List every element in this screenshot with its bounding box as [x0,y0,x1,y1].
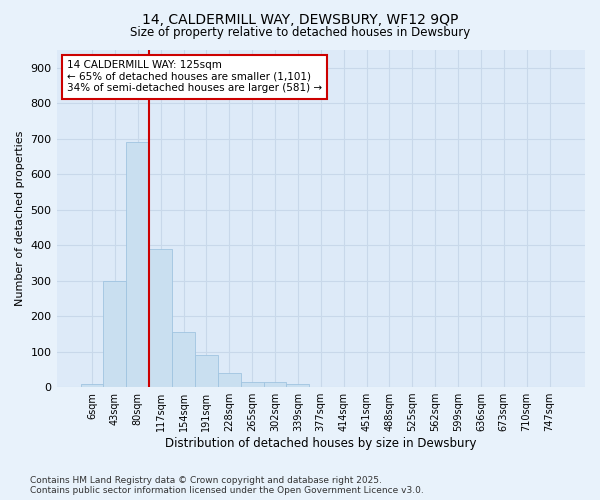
X-axis label: Distribution of detached houses by size in Dewsbury: Distribution of detached houses by size … [165,437,476,450]
Text: Size of property relative to detached houses in Dewsbury: Size of property relative to detached ho… [130,26,470,39]
Bar [149,248,172,387]
Text: 14, CALDERMILL WAY, DEWSBURY, WF12 9QP: 14, CALDERMILL WAY, DEWSBURY, WF12 9QP [142,12,458,26]
Bar [172,332,195,387]
Bar [103,280,127,387]
Text: Contains HM Land Registry data © Crown copyright and database right 2025.
Contai: Contains HM Land Registry data © Crown c… [30,476,424,495]
Bar [195,355,218,387]
Bar [127,142,149,387]
Bar [80,384,103,387]
Bar [241,382,263,387]
Bar [218,373,241,387]
Bar [263,382,286,387]
Text: 14 CALDERMILL WAY: 125sqm
← 65% of detached houses are smaller (1,101)
34% of se: 14 CALDERMILL WAY: 125sqm ← 65% of detac… [67,60,322,94]
Bar [286,384,310,387]
Y-axis label: Number of detached properties: Number of detached properties [15,131,25,306]
